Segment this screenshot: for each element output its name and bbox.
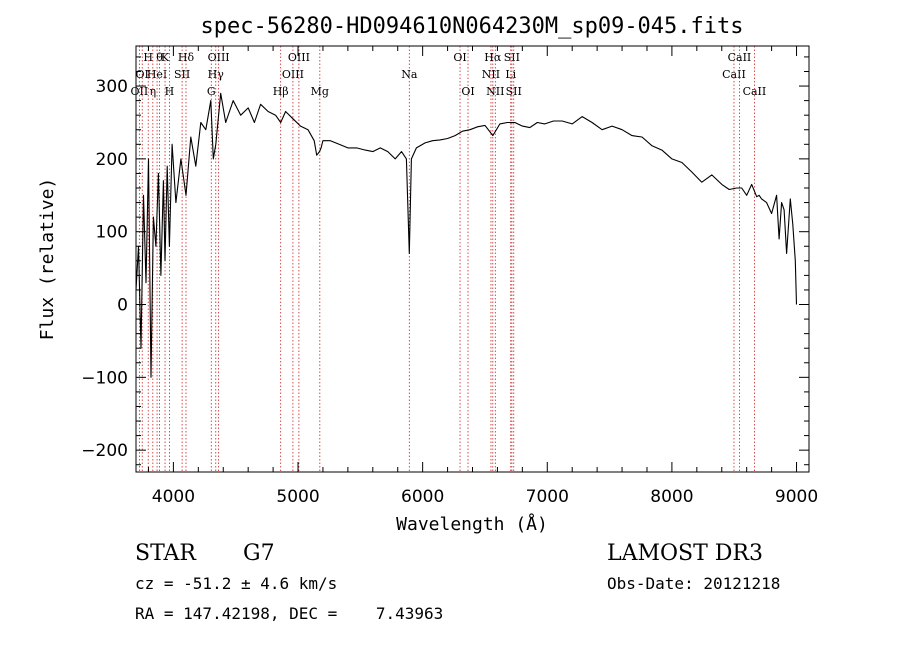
- marker-label: HeI: [147, 68, 167, 81]
- y-tick-label: 200: [96, 150, 128, 170]
- y-tick-label: −200: [81, 441, 128, 461]
- marker-label: OIII: [288, 51, 310, 64]
- spectrum-line: [135, 92, 798, 378]
- y-tick-label: 100: [96, 223, 128, 243]
- x-tick-label: 9000: [775, 487, 818, 507]
- marker-label: Hγ: [208, 68, 225, 81]
- y-tick-label: −100: [81, 368, 128, 388]
- marker-label: Hα: [484, 51, 502, 64]
- marker-label: η: [150, 85, 157, 98]
- object-subclass: G7: [243, 541, 275, 566]
- marker-label: OI: [461, 85, 474, 98]
- coordinates: RA = 147.42198, DEC = 7.43963: [135, 604, 443, 623]
- marker-label: SII: [506, 85, 522, 98]
- marker-label: OIII: [208, 51, 230, 64]
- marker-label: G: [207, 85, 216, 98]
- survey-name: LAMOST DR3: [607, 541, 763, 566]
- marker-label: Li: [505, 68, 516, 81]
- marker-label: H: [143, 51, 153, 64]
- marker-label: K: [161, 51, 170, 64]
- marker-label: H: [165, 85, 175, 98]
- x-tick-label: 4000: [152, 487, 195, 507]
- marker-label: Hβ: [273, 85, 289, 98]
- x-axis-label: Wavelength (Å): [396, 513, 548, 535]
- x-tick-label: 7000: [526, 487, 569, 507]
- x-tick-label: 8000: [650, 487, 693, 507]
- marker-label: Hδ: [178, 51, 195, 64]
- velocity-readout: cz = -51.2 ± 4.6 km/s: [135, 574, 337, 593]
- chart-title: spec-56280-HD094610N064230M_sp09-045.fit…: [200, 14, 743, 39]
- marker-label: Na: [401, 68, 418, 81]
- marker-label: OII: [131, 85, 149, 98]
- marker-label: θ: [156, 51, 163, 64]
- y-tick-label: 0: [117, 296, 128, 316]
- object-class: STAR: [135, 541, 197, 566]
- x-tick-label: 6000: [401, 487, 444, 507]
- marker-label: CaII: [743, 85, 767, 98]
- marker-label: SII: [504, 51, 520, 64]
- obs-date: Obs-Date: 20121218: [607, 574, 780, 593]
- y-axis-label: Flux (relative): [37, 178, 58, 341]
- marker-label: OIII: [282, 68, 304, 81]
- x-tick-label: 5000: [276, 487, 319, 507]
- plot-frame: [135, 45, 810, 473]
- y-tick-label: 300: [96, 77, 128, 97]
- marker-label: SII: [174, 68, 190, 81]
- axes: 4000 5000 6000 7000 8000 9000 −200 −100 0 100 200 3…: [81, 46, 818, 507]
- line-markers: OIIOIHηHeIθKHSIIHδGHγOIIIHβOIIIOIIIMgNaO…: [131, 46, 767, 472]
- marker-label: NII: [482, 68, 500, 81]
- marker-label: NII: [486, 85, 504, 98]
- spectrum-series: [135, 92, 798, 378]
- marker-label: CaII: [728, 51, 752, 64]
- marker-label: Mg: [311, 85, 329, 98]
- marker-label: CaII: [722, 68, 746, 81]
- marker-label: OI: [453, 51, 466, 64]
